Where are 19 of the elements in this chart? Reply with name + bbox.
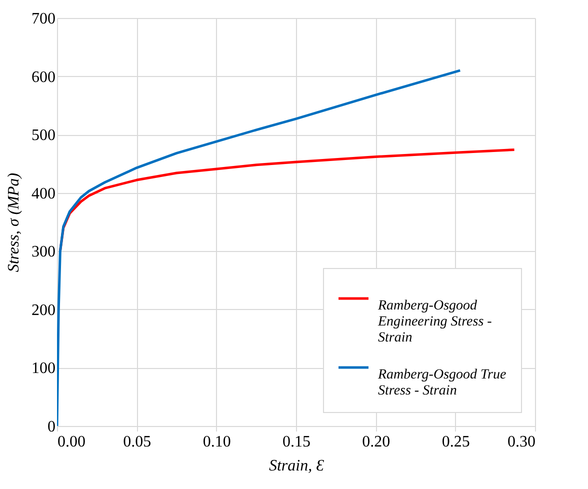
legend-label: Ramberg-Osgood Engineering Stress - Strain xyxy=(377,298,492,346)
y-tick-label: 600 xyxy=(32,68,56,86)
y-axis-title: Stress, σ (MPa) xyxy=(6,172,22,272)
x-tick-label: 0.00 xyxy=(58,434,86,450)
x-tick-label: 0.30 xyxy=(508,434,536,450)
y-tick-label: 0 xyxy=(48,418,56,436)
x-tick-label: 0.10 xyxy=(202,434,231,450)
x-axis-title: Strain, Ɛ xyxy=(268,458,324,474)
legend-label: Ramberg-Osgood True Stress - Strain xyxy=(377,368,506,398)
y-tick-label: 700 xyxy=(32,10,56,28)
y-tick-label: 400 xyxy=(32,185,56,202)
y-tick-label: 100 xyxy=(32,360,56,378)
x-tick-label: 0.20 xyxy=(362,434,390,450)
y-tick-label: 300 xyxy=(32,244,56,261)
x-tick-label: 0.25 xyxy=(442,434,470,450)
y-tick-label: 500 xyxy=(32,127,56,144)
x-tick-label: 0.15 xyxy=(282,434,310,450)
x-tick-label: 0.05 xyxy=(123,434,152,450)
y-tick-label: 200 xyxy=(32,302,56,319)
